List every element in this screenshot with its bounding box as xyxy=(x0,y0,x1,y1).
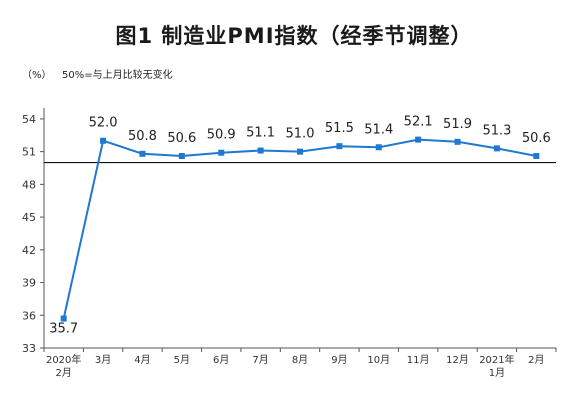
x-tick-label: 9月 xyxy=(331,354,347,366)
x-tick-label: 4月 xyxy=(134,354,150,366)
data-label: 51.9 xyxy=(443,117,472,132)
data-point xyxy=(533,153,540,159)
y-tick-label: 45 xyxy=(22,211,36,224)
data-label: 51.0 xyxy=(286,127,315,142)
pmi-series-line xyxy=(62,138,537,319)
data-point xyxy=(336,143,343,150)
data-point xyxy=(257,147,264,154)
x-tick-label: 6月 xyxy=(213,354,229,366)
data-label: 50.6 xyxy=(522,131,551,146)
x-tick-label: 2月 xyxy=(56,367,72,379)
y-tick-label: 33 xyxy=(22,342,36,355)
data-label: 51.4 xyxy=(364,122,393,137)
data-label: 35.7 xyxy=(49,322,78,337)
x-tick-label: 5月 xyxy=(174,354,190,366)
x-tick-label: 3月 xyxy=(95,354,111,366)
data-point xyxy=(493,145,500,152)
data-point xyxy=(60,315,67,322)
x-tick-label: 10月 xyxy=(367,354,390,366)
x-tick-label: 8月 xyxy=(292,354,308,366)
y-tick-label: 36 xyxy=(22,309,36,322)
x-tick-label: 1月 xyxy=(489,367,505,379)
x-tick-label: 2月 xyxy=(528,354,544,366)
reference-note: 50%=与上月比较无变化 xyxy=(62,68,173,81)
y-tick-label: 42 xyxy=(22,244,36,257)
data-point xyxy=(218,149,225,156)
data-label: 50.8 xyxy=(128,129,157,144)
y-tick-label: 54 xyxy=(22,113,36,126)
data-label: 52.0 xyxy=(89,116,118,131)
x-tick-label: 12月 xyxy=(446,354,469,366)
data-point xyxy=(139,150,146,157)
data-point xyxy=(178,153,185,159)
data-point xyxy=(100,137,107,144)
data-label: 50.6 xyxy=(167,131,196,146)
y-tick-label: 51 xyxy=(22,146,36,159)
data-point xyxy=(375,144,382,151)
data-point xyxy=(454,138,461,145)
x-tick-label: 7月 xyxy=(252,354,268,366)
x-tick-label: 2020年 xyxy=(46,353,81,366)
chart-title: 图1 制造业PMI指数（经季节调整） xyxy=(115,24,473,48)
y-tick-label: 48 xyxy=(22,178,36,191)
data-point xyxy=(297,148,303,155)
x-tick-label: 11月 xyxy=(407,354,430,366)
data-label: 52.1 xyxy=(404,115,433,130)
y-axis-unit: （%） xyxy=(22,69,52,81)
data-label: 51.5 xyxy=(325,121,354,136)
y-tick-label: 39 xyxy=(22,277,36,290)
x-tick-label: 2021年 xyxy=(479,353,514,366)
data-point xyxy=(415,136,422,143)
data-label: 51.3 xyxy=(482,123,511,138)
data-label: 51.1 xyxy=(246,126,275,141)
data-label: 50.9 xyxy=(207,128,236,143)
